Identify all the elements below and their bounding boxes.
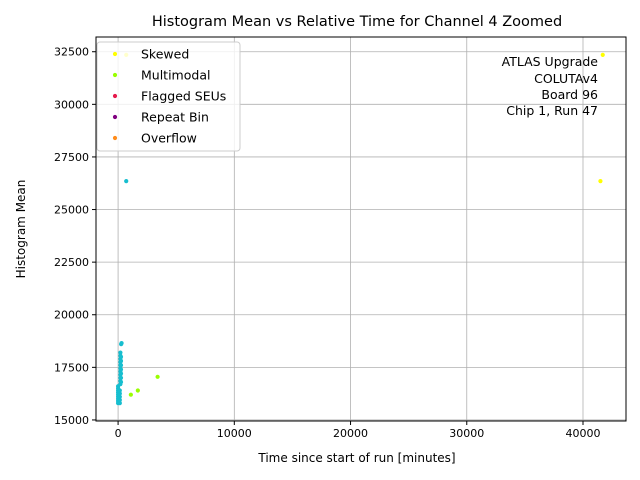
data-point (135, 388, 140, 393)
data-points (115, 52, 605, 406)
annotation-line: ATLAS Upgrade (502, 54, 599, 69)
y-tick-label: 27500 (54, 151, 89, 164)
legend-label: Repeat Bin (141, 110, 209, 125)
y-tick-label: 32500 (54, 46, 89, 59)
x-tick-label: 0 (115, 427, 122, 440)
data-point (118, 363, 124, 368)
data-point (598, 179, 603, 184)
legend: Skewed Multimodal Flagged SEUs Repeat Bin Ov… (96, 41, 241, 152)
legend-label: Overflow (141, 131, 197, 146)
legend-marker (112, 72, 118, 78)
x-tick-label: 20000 (333, 427, 368, 440)
data-point (118, 367, 124, 372)
y-tick-label: 20000 (54, 309, 89, 322)
x-tick-label: 40000 (565, 427, 600, 440)
legend-label: Skewed (141, 47, 189, 62)
legend-marker (112, 93, 118, 99)
plot-area-frame (95, 36, 627, 422)
y-tick-label: 30000 (54, 98, 89, 111)
annotation-line: Chip 1, Run 47 (506, 103, 598, 118)
x-tick-label: 10000 (217, 427, 252, 440)
y-tick-label: 25000 (54, 204, 89, 217)
axis-ticks: 0 10000 20000 30000 40000 15000 17500 20000 2250… (54, 46, 600, 440)
legend-marker (112, 51, 118, 57)
data-point (117, 391, 122, 396)
data-point (118, 354, 124, 359)
data-point (117, 397, 122, 403)
data-point (155, 374, 160, 379)
legend-marker (112, 135, 118, 141)
data-point (600, 52, 605, 57)
legend-label: Multimodal (141, 68, 210, 83)
annotation-line: COLUTAv4 (534, 71, 598, 86)
data-point (117, 388, 122, 393)
data-point (118, 358, 124, 364)
x-tick-label: 30000 (449, 427, 484, 440)
legend-frame (96, 41, 241, 152)
y-tick-label: 15000 (54, 414, 89, 427)
legend-marker (112, 114, 118, 120)
data-point (124, 179, 129, 184)
annotation-box: ATLAS Upgrade COLUTAv4 Board 96 Chip 1, … (502, 54, 599, 118)
legend-label: Flagged SEUs (141, 89, 226, 104)
x-axis-label: Time since start of run [minutes] (257, 451, 455, 465)
data-point (118, 375, 124, 380)
data-point (117, 394, 122, 399)
data-point (118, 371, 124, 376)
chart-title: Histogram Mean vs Relative Time for Chan… (152, 14, 562, 30)
y-axis-label: Histogram Mean (14, 180, 28, 279)
data-point (118, 350, 123, 355)
y-tick-label: 17500 (54, 361, 89, 374)
y-tick-label: 22500 (54, 256, 89, 269)
data-point (119, 341, 124, 346)
data-point (118, 379, 124, 385)
annotation-line: Board 96 (541, 87, 598, 102)
data-point (128, 392, 133, 397)
data-point (117, 401, 122, 406)
